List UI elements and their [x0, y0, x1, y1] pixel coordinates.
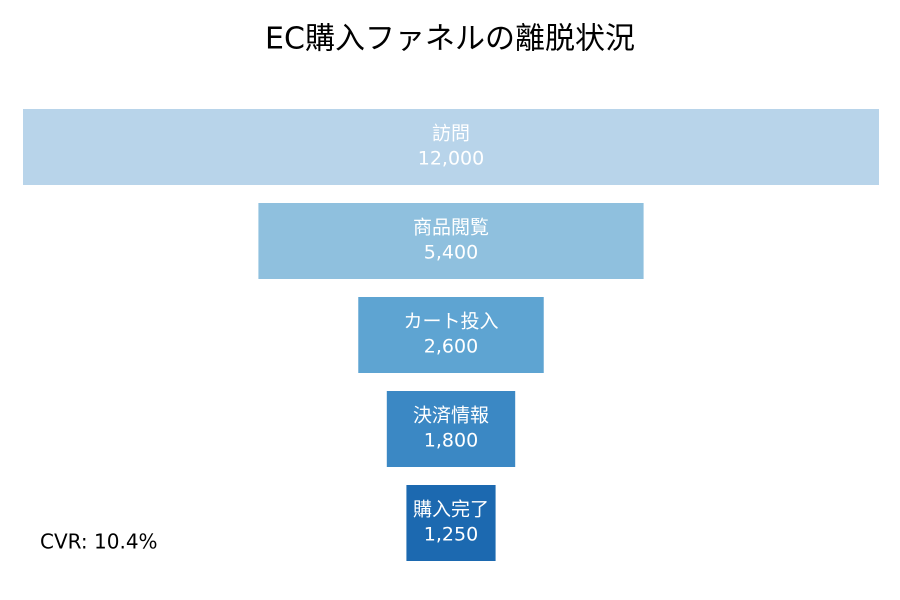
funnel-bar	[358, 297, 544, 373]
funnel-bar	[258, 203, 644, 279]
annotation: CVR: 10.4%	[40, 530, 158, 554]
value-label: 1,800	[424, 430, 478, 452]
stage-label: カート投入	[403, 311, 498, 333]
funnel-bar	[386, 391, 516, 467]
funnel-bar	[406, 485, 496, 561]
value-label: 1,250	[424, 524, 478, 546]
stage-label: 商品閲覧	[413, 217, 489, 239]
stage-label: 購入完了	[413, 499, 489, 521]
funnel-bar	[23, 109, 879, 185]
chart-title: EC購入ファネルの離脱状況	[265, 22, 635, 57]
value-label: 12,000	[418, 148, 484, 170]
stage-label: 決済情報	[413, 405, 489, 427]
value-label: 2,600	[424, 336, 478, 358]
stage-label: 訪問	[432, 123, 470, 145]
value-label: 5,400	[424, 242, 478, 264]
